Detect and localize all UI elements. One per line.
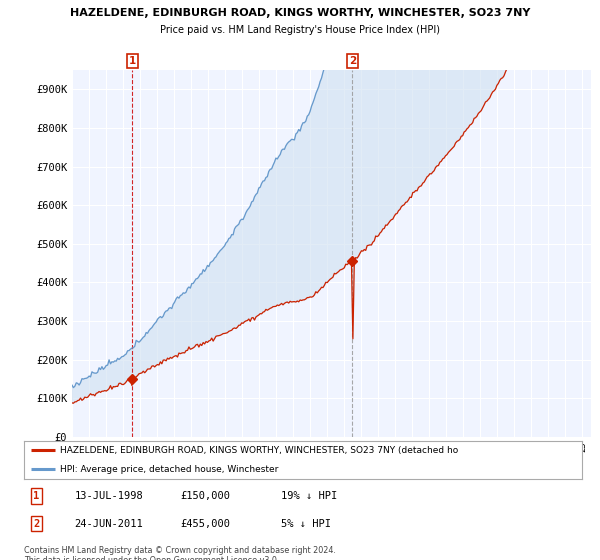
Text: Contains HM Land Registry data © Crown copyright and database right 2024.
This d: Contains HM Land Registry data © Crown c… — [24, 546, 336, 560]
Text: 13-JUL-1998: 13-JUL-1998 — [74, 491, 143, 501]
Text: 2: 2 — [349, 57, 356, 66]
Text: £455,000: £455,000 — [180, 519, 230, 529]
Text: HAZELDENE, EDINBURGH ROAD, KINGS WORTHY, WINCHESTER, SO23 7NY: HAZELDENE, EDINBURGH ROAD, KINGS WORTHY,… — [70, 8, 530, 18]
Text: £150,000: £150,000 — [180, 491, 230, 501]
Text: HPI: Average price, detached house, Winchester: HPI: Average price, detached house, Winc… — [60, 465, 278, 474]
Text: 24-JUN-2011: 24-JUN-2011 — [74, 519, 143, 529]
Text: 2: 2 — [33, 519, 40, 529]
Text: Price paid vs. HM Land Registry's House Price Index (HPI): Price paid vs. HM Land Registry's House … — [160, 25, 440, 35]
Text: 1: 1 — [33, 491, 40, 501]
Text: 5% ↓ HPI: 5% ↓ HPI — [281, 519, 331, 529]
Text: 1: 1 — [128, 57, 136, 66]
Text: HAZELDENE, EDINBURGH ROAD, KINGS WORTHY, WINCHESTER, SO23 7NY (detached ho: HAZELDENE, EDINBURGH ROAD, KINGS WORTHY,… — [60, 446, 458, 455]
Text: 19% ↓ HPI: 19% ↓ HPI — [281, 491, 337, 501]
